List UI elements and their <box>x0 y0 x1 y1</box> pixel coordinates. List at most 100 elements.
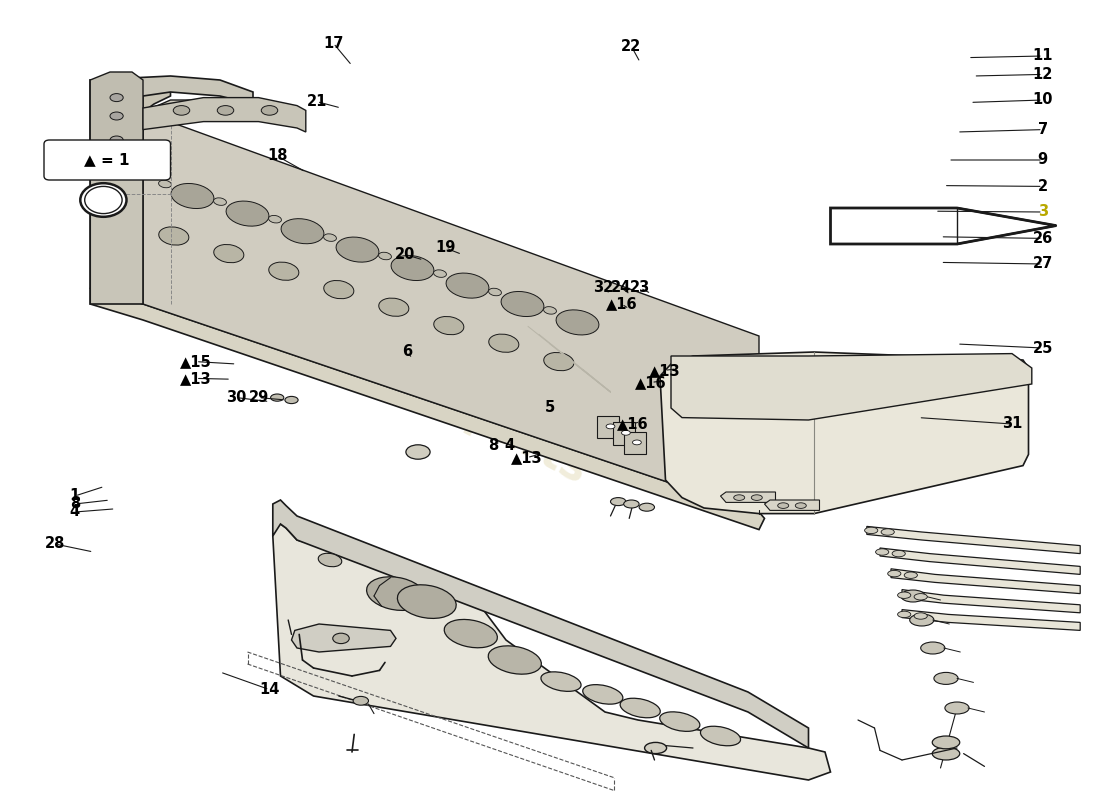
Ellipse shape <box>433 270 447 278</box>
Ellipse shape <box>910 614 934 626</box>
Ellipse shape <box>397 585 456 618</box>
Ellipse shape <box>898 592 911 598</box>
Ellipse shape <box>323 281 354 298</box>
Ellipse shape <box>271 394 284 402</box>
Ellipse shape <box>888 570 901 577</box>
Ellipse shape <box>318 554 342 566</box>
Text: 28: 28 <box>45 537 65 551</box>
Text: custom
ferrari
parts: custom ferrari parts <box>436 294 664 506</box>
Polygon shape <box>720 492 775 502</box>
Ellipse shape <box>795 502 806 509</box>
Ellipse shape <box>541 672 581 691</box>
Polygon shape <box>830 208 1056 244</box>
Text: ▲16: ▲16 <box>636 375 667 390</box>
Ellipse shape <box>110 94 123 102</box>
Ellipse shape <box>488 288 502 296</box>
Polygon shape <box>671 354 1032 420</box>
Ellipse shape <box>447 273 488 298</box>
Ellipse shape <box>172 183 213 209</box>
Ellipse shape <box>751 494 762 501</box>
Ellipse shape <box>444 619 497 648</box>
Text: ▲16: ▲16 <box>606 297 637 311</box>
Ellipse shape <box>488 334 519 352</box>
Ellipse shape <box>213 198 227 206</box>
Ellipse shape <box>904 572 917 578</box>
Ellipse shape <box>876 549 889 555</box>
Ellipse shape <box>945 702 969 714</box>
Ellipse shape <box>934 672 958 685</box>
Text: 22: 22 <box>621 39 641 54</box>
Ellipse shape <box>701 726 740 746</box>
Ellipse shape <box>268 262 299 280</box>
Ellipse shape <box>353 696 369 706</box>
Text: 8: 8 <box>69 497 80 511</box>
Ellipse shape <box>583 685 623 704</box>
Ellipse shape <box>624 500 639 508</box>
Ellipse shape <box>557 310 598 335</box>
Ellipse shape <box>337 237 378 262</box>
Text: ▲13: ▲13 <box>512 450 542 465</box>
Polygon shape <box>764 500 820 510</box>
Text: 5: 5 <box>544 401 556 415</box>
Text: 25: 25 <box>1033 341 1053 355</box>
Text: ▲15: ▲15 <box>180 354 211 369</box>
Ellipse shape <box>892 550 905 557</box>
Polygon shape <box>292 624 396 652</box>
Ellipse shape <box>433 317 464 334</box>
Ellipse shape <box>332 634 350 643</box>
Ellipse shape <box>606 424 615 429</box>
Text: ▲13: ▲13 <box>649 363 680 378</box>
Ellipse shape <box>262 106 277 115</box>
Ellipse shape <box>620 698 660 718</box>
Ellipse shape <box>268 215 282 223</box>
Text: ▲13: ▲13 <box>180 371 211 386</box>
Ellipse shape <box>406 445 430 459</box>
Ellipse shape <box>660 712 700 731</box>
Text: 10: 10 <box>1033 93 1053 107</box>
Text: 23: 23 <box>630 281 650 295</box>
Text: ▲ = 1: ▲ = 1 <box>84 153 130 167</box>
Ellipse shape <box>502 291 543 317</box>
Ellipse shape <box>621 430 630 435</box>
Ellipse shape <box>914 613 927 619</box>
Ellipse shape <box>488 646 541 674</box>
FancyBboxPatch shape <box>44 140 170 180</box>
Text: 17: 17 <box>323 36 343 50</box>
Ellipse shape <box>901 590 925 602</box>
Text: 29: 29 <box>249 390 268 405</box>
Ellipse shape <box>378 298 409 316</box>
Polygon shape <box>624 432 646 454</box>
Text: 11: 11 <box>1033 49 1053 63</box>
Ellipse shape <box>778 502 789 509</box>
Ellipse shape <box>921 642 945 654</box>
Polygon shape <box>90 80 170 304</box>
Ellipse shape <box>174 106 189 115</box>
Text: 6: 6 <box>402 345 412 359</box>
Polygon shape <box>902 590 1080 613</box>
Ellipse shape <box>99 118 139 146</box>
Polygon shape <box>613 422 635 445</box>
Text: 2: 2 <box>1037 179 1048 194</box>
Ellipse shape <box>80 183 126 217</box>
Text: 12: 12 <box>1033 67 1053 82</box>
Polygon shape <box>90 288 764 530</box>
Polygon shape <box>880 548 1080 574</box>
Text: 14: 14 <box>260 682 279 697</box>
Text: 1: 1 <box>69 489 80 503</box>
Ellipse shape <box>101 119 136 145</box>
Polygon shape <box>597 416 619 438</box>
Text: 9: 9 <box>1037 153 1048 167</box>
Polygon shape <box>90 76 253 304</box>
Ellipse shape <box>158 180 172 188</box>
Ellipse shape <box>323 234 337 242</box>
Text: 24: 24 <box>612 281 631 295</box>
Polygon shape <box>90 72 143 160</box>
Text: 18: 18 <box>267 149 287 163</box>
Text: ▲16: ▲16 <box>617 417 648 431</box>
Ellipse shape <box>282 218 323 244</box>
Text: 19: 19 <box>436 241 455 255</box>
Ellipse shape <box>865 527 878 534</box>
Ellipse shape <box>632 440 641 445</box>
Text: 30: 30 <box>227 390 246 405</box>
Polygon shape <box>143 100 297 120</box>
